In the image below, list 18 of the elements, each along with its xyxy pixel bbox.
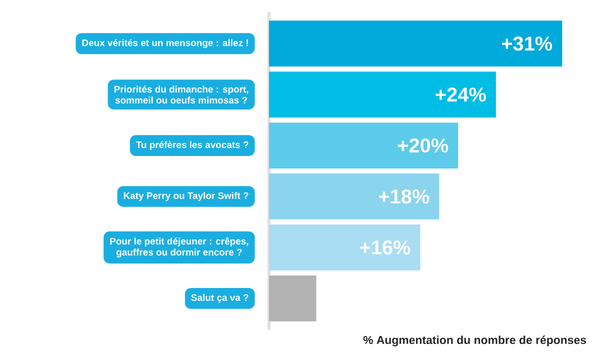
bar (269, 174, 440, 220)
y-tick-label: Tu préfères les avocats ? (136, 141, 248, 150)
data-label: +24% (436, 88, 486, 102)
bar (269, 20, 562, 67)
data-label: +31% (502, 36, 552, 51)
y-tick-label: Deux vérités et un mensonge : allez ! (82, 39, 248, 48)
data-label: +16% (360, 240, 410, 254)
bar (269, 72, 496, 118)
data-label: +18% (379, 189, 430, 204)
y-tick-label: Priorités du dimanche : sport, sommeil ou oeufs mimosas ? (114, 86, 248, 104)
y-tick-label: Pour le petit déjeuner : crêpes, gauffres ou dormir encore ? (110, 237, 248, 258)
x-axis-title: % Augmentation du nombre de réponses (363, 336, 586, 346)
bar (269, 224, 420, 270)
bar (269, 275, 316, 322)
data-label: +20% (398, 138, 448, 153)
y-tick-label: Salut ça va ? (191, 294, 248, 303)
y-tick-label: Katy Perry ou Taylor Swift ? (124, 192, 248, 201)
bar (269, 122, 458, 168)
